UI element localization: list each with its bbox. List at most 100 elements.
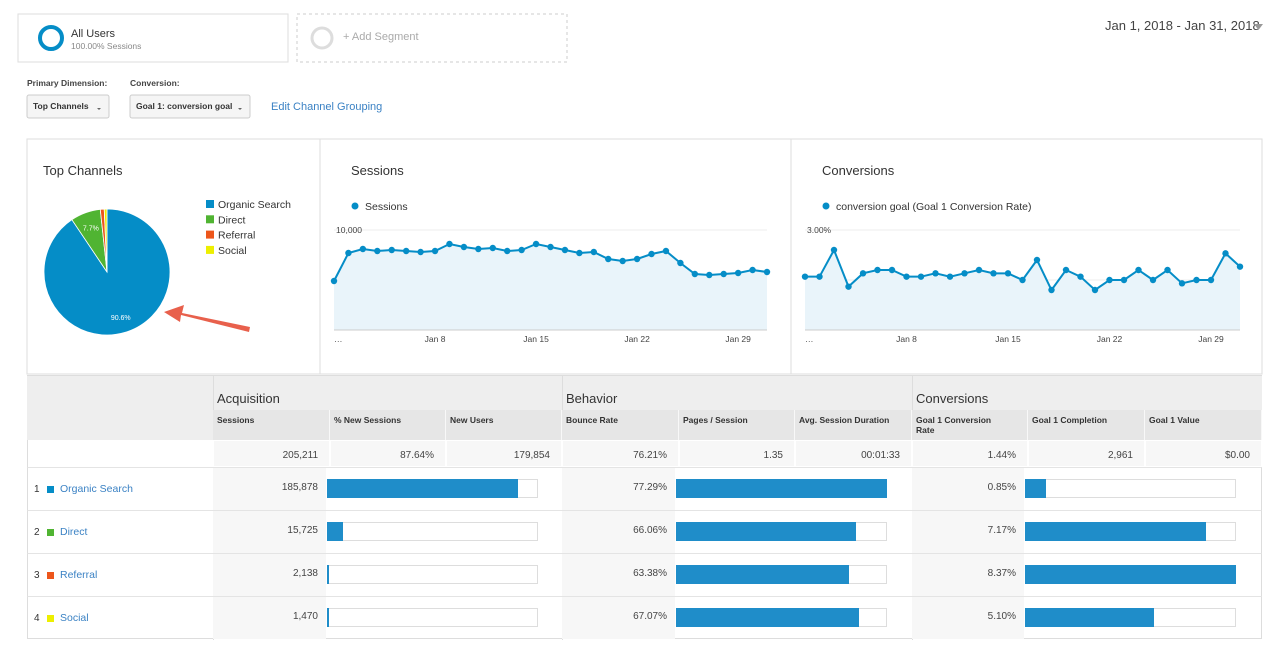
value: 15,725 [287,525,318,536]
point [1033,256,1041,264]
point [1193,276,1200,284]
channel-link[interactable]: Organic Search [60,483,133,495]
total-cell [795,440,912,467]
point [402,247,410,255]
date-range[interactable]: Jan 1, 2018 - Jan 31, 2018 [1105,18,1260,33]
column-header[interactable] [795,410,912,440]
row-index: 4 [34,613,40,624]
point [961,270,968,277]
legend-swatch [206,200,214,208]
group-label: Behavior [566,391,618,406]
value-cell [562,597,675,639]
point [374,247,381,255]
point [1091,286,1099,294]
value: 63.38% [633,568,667,579]
point [460,243,468,251]
legend-label: conversion goal (Goal 1 Conversion Rate) [836,201,1032,213]
point [1120,276,1128,284]
x-tick-label: Jan 29 [725,334,751,344]
total-value: 87.64% [400,450,434,461]
channel-link[interactable]: Social [60,612,89,624]
point [489,244,496,252]
legend-label: Direct [218,214,246,226]
point [1019,276,1026,284]
row-swatch [47,529,54,536]
column-header[interactable] [679,410,795,440]
total-value: 76.21% [633,450,667,461]
area [805,250,1240,330]
column-header[interactable] [912,410,1028,440]
primary-label: Primary Dimension: [27,78,107,88]
point [830,246,838,254]
point [763,268,771,276]
row-index: 3 [34,570,40,581]
x-tick-label: … [805,334,814,344]
point [1062,266,1070,274]
column-header[interactable] [562,410,679,440]
channel-link[interactable]: Direct [60,526,88,538]
point [749,266,756,274]
column-header-label: Bounce Rate [566,415,618,425]
bar [676,565,850,584]
total-label-cell [27,440,213,467]
point [633,255,641,263]
conversion-dropdown[interactable] [129,94,251,119]
primary-dropdown[interactable] [26,94,110,119]
value: 8.37% [987,568,1016,579]
point [1164,266,1171,274]
add-segment-icon [310,26,334,50]
point [561,246,569,254]
value: 2,138 [292,568,318,579]
total-cell [1028,440,1145,467]
value-cell [562,511,675,553]
point [1222,250,1229,257]
total-cell [330,440,446,467]
bar [327,608,329,627]
column-header-label: % New Sessions [334,415,402,425]
point [1149,276,1157,284]
row-swatch [47,486,54,493]
bar-track [327,522,538,541]
point [734,269,742,277]
total-cell [679,440,795,467]
point [648,250,655,258]
point [1135,266,1142,274]
point [946,273,954,280]
point [859,270,867,277]
total-cell [562,440,679,467]
column-header-label: Goal 1 Value [1149,415,1200,425]
area [334,244,767,330]
column-header[interactable] [446,410,562,440]
legend-dot [351,202,359,210]
total-value: 2,961 [1107,450,1133,461]
point [845,283,852,290]
x-tick-label: Jan 8 [896,334,917,344]
row-swatch [47,572,54,579]
segment-box[interactable] [17,13,289,63]
point [1048,286,1055,294]
x-tick-label: Jan 15 [995,334,1021,344]
column-header[interactable] [330,410,446,440]
point [816,273,823,280]
x-tick-label: Jan 15 [523,334,549,344]
column-header[interactable] [1028,410,1145,440]
add-segment[interactable]: + Add Segment [343,31,419,43]
total-value: 1.35 [763,450,783,461]
value: 1,470 [292,611,318,622]
column-header[interactable] [1145,410,1262,440]
column-header[interactable] [213,410,330,440]
value: 7.17% [987,525,1016,536]
legend-label: Organic Search [218,199,291,211]
row-bg [27,510,1262,553]
value-cell [562,554,675,596]
point [532,240,540,248]
point [431,247,439,255]
add-segment-box[interactable] [296,13,568,63]
edit-link[interactable]: Edit Channel Grouping [271,101,382,113]
slice-label: 90.6% [111,315,131,322]
point [662,247,670,255]
bar-track [1025,479,1236,498]
channel-link[interactable]: Referral [60,569,98,581]
total-cell [1145,440,1262,467]
